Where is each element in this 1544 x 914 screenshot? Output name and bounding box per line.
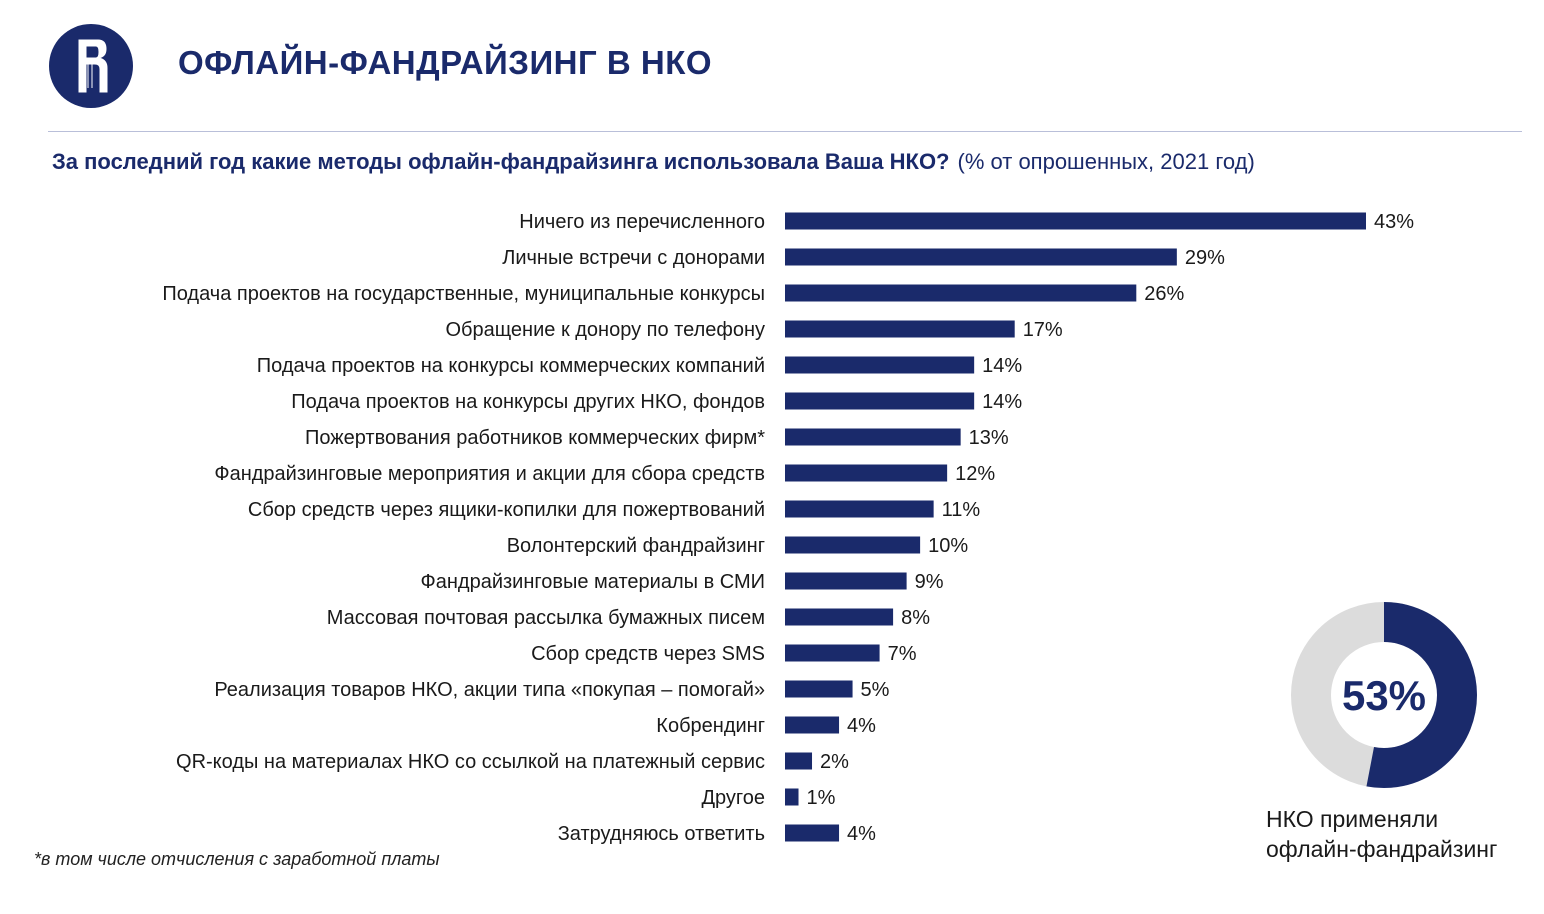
value-label: 7% <box>888 643 917 665</box>
value-label: 12% <box>955 463 995 485</box>
category-label: Реализация товаров НКО, акции типа «поку… <box>214 679 765 701</box>
category-label: Ничего из перечисленного <box>519 211 765 233</box>
bar <box>785 716 840 734</box>
category-label: Подача проектов на конкурсы других НКО, … <box>291 391 765 413</box>
value-label: 5% <box>861 679 890 701</box>
value-label: 11% <box>942 499 981 521</box>
category-label: Фандрайзинговые мероприятия и акции для … <box>214 463 765 485</box>
bar <box>785 752 813 770</box>
category-label: Подача проектов на конкурсы коммерческих… <box>257 355 765 377</box>
category-label: Другое <box>701 787 765 809</box>
bar <box>785 644 880 662</box>
value-label: 9% <box>915 571 944 593</box>
header-divider <box>48 131 1522 132</box>
value-label: 4% <box>847 715 876 737</box>
value-label: 17% <box>1023 319 1063 341</box>
value-label: 10% <box>928 535 968 557</box>
category-label: Личные встречи с донорами <box>502 247 765 269</box>
category-label: Массовая почтовая рассылка бумажных писе… <box>327 607 765 629</box>
bar <box>785 212 1366 230</box>
hse-logo-icon <box>49 24 133 108</box>
survey-question: За последний год какие методы офлайн-фан… <box>52 149 1255 175</box>
category-label: Сбор средств через SMS <box>531 643 765 665</box>
bar <box>785 428 961 446</box>
bar <box>785 248 1177 266</box>
bar <box>785 824 840 842</box>
bar <box>785 284 1137 302</box>
value-label: 13% <box>969 427 1009 449</box>
category-label: Волонтерский фандрайзинг <box>507 535 765 557</box>
bar <box>785 356 975 374</box>
category-label: Обращение к донору по телефону <box>445 319 765 341</box>
category-label: Сбор средств через ящики-копилки для пож… <box>248 499 765 521</box>
value-label: 4% <box>847 823 876 845</box>
value-label: 26% <box>1144 283 1184 305</box>
bar <box>785 788 799 806</box>
question-unit: (% от опрошенных, 2021 год) <box>957 149 1255 174</box>
category-label: QR-коды на материалах НКО со ссылкой на … <box>176 751 765 773</box>
bar <box>785 464 948 482</box>
donut-value-segment <box>1291 602 1477 788</box>
donut-caption-line2: офлайн-фандрайзинг <box>1266 836 1498 862</box>
donut-caption-line1: НКО применяли <box>1266 806 1439 832</box>
page-title: ОФЛАЙН-ФАНДРАЙЗИНГ В НКО <box>178 44 713 81</box>
donut-value-label: 53% <box>1342 672 1426 719</box>
donut-caption: НКО применяли офлайн-фандрайзинг <box>1266 804 1497 864</box>
bar <box>785 608 894 626</box>
footnote: *в том числе отчисления с заработной пла… <box>34 849 440 869</box>
question-text: За последний год какие методы офлайн-фан… <box>52 149 950 174</box>
value-label: 14% <box>982 355 1022 377</box>
bar <box>785 536 921 554</box>
value-label: 1% <box>807 787 836 809</box>
bar <box>785 320 1015 338</box>
bar <box>785 500 934 518</box>
bar <box>785 392 975 410</box>
value-label: 29% <box>1185 247 1225 269</box>
value-label: 14% <box>982 391 1022 413</box>
donut-chart: 53% <box>1291 602 1477 788</box>
category-label: Пожертвования работников коммерческих фи… <box>305 427 765 449</box>
category-label: Фандрайзинговые материалы в СМИ <box>421 571 765 593</box>
category-label: Кобрендинг <box>656 715 765 737</box>
category-label: Затрудняюсь ответить <box>558 823 765 845</box>
value-label: 43% <box>1374 211 1414 233</box>
bar <box>785 680 853 698</box>
value-label: 8% <box>901 607 930 629</box>
value-label: 2% <box>820 751 849 773</box>
category-label: Подача проектов на государственные, муни… <box>162 283 765 305</box>
bar <box>785 572 907 590</box>
